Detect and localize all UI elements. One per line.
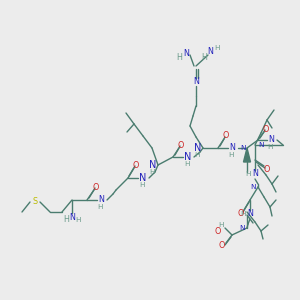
- Text: H: H: [214, 45, 220, 51]
- Text: H: H: [267, 144, 273, 150]
- Text: N: N: [69, 214, 75, 223]
- Text: H: H: [194, 152, 200, 158]
- Text: H: H: [149, 169, 155, 175]
- Text: O: O: [215, 226, 221, 236]
- Text: N: N: [184, 152, 192, 162]
- Text: H: H: [201, 52, 207, 62]
- Text: N: N: [247, 209, 253, 218]
- Text: H: H: [63, 214, 69, 224]
- Text: N: N: [240, 145, 246, 151]
- Text: N: N: [258, 142, 264, 148]
- Text: H: H: [228, 152, 234, 158]
- Text: N: N: [207, 47, 213, 56]
- Text: O: O: [93, 182, 99, 191]
- Text: N: N: [193, 77, 199, 86]
- Text: O: O: [238, 208, 244, 217]
- Text: N: N: [139, 173, 147, 183]
- Text: H: H: [218, 222, 224, 228]
- Text: O: O: [223, 131, 229, 140]
- Text: H: H: [240, 211, 246, 217]
- Text: N: N: [252, 169, 258, 178]
- Text: O: O: [264, 164, 270, 173]
- Text: S: S: [32, 197, 38, 206]
- Text: O: O: [133, 160, 139, 169]
- Text: H: H: [75, 217, 81, 223]
- Text: N: N: [250, 184, 256, 190]
- Polygon shape: [244, 148, 250, 162]
- Text: N: N: [149, 160, 157, 170]
- Text: H: H: [184, 161, 190, 167]
- Text: N: N: [268, 136, 274, 145]
- Text: N: N: [239, 225, 245, 231]
- Text: H: H: [245, 171, 251, 177]
- Text: O: O: [263, 124, 269, 134]
- Text: O: O: [219, 242, 225, 250]
- Text: H: H: [97, 204, 103, 210]
- Text: H: H: [139, 182, 145, 188]
- Text: O: O: [178, 140, 184, 149]
- Text: N: N: [194, 143, 202, 153]
- Text: H: H: [176, 52, 182, 62]
- Text: N: N: [98, 196, 104, 205]
- Text: N: N: [183, 49, 189, 58]
- Text: N: N: [229, 143, 235, 152]
